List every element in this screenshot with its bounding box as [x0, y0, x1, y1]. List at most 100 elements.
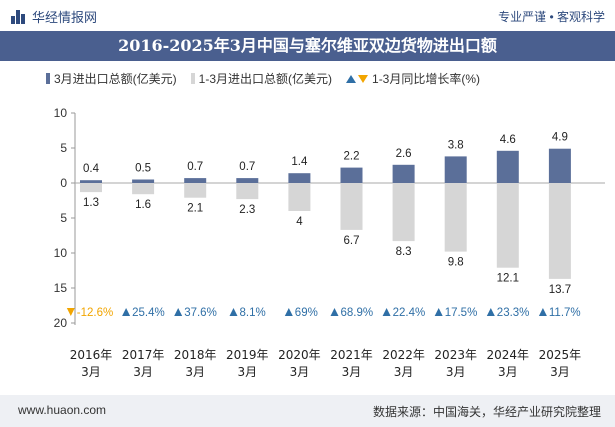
growth-up-marker: [330, 308, 339, 316]
data-label-quarterly: 4: [296, 216, 303, 228]
data-label-monthly: 4.6: [500, 134, 516, 146]
legend-triangle-down-icon: [358, 74, 369, 83]
bar-quarterly: [496, 183, 519, 268]
growth-up-marker: [122, 308, 131, 316]
growth-up-marker: [229, 308, 238, 316]
x-category-label-year: 2020年: [278, 348, 321, 362]
bar-quarterly: [548, 183, 571, 279]
growth-label: 22.4%: [393, 307, 426, 319]
footer-site[interactable]: www.huaon.com: [18, 403, 107, 417]
x-category-label-year: 2022年: [382, 348, 425, 362]
growth-label: -12.6%: [77, 307, 113, 319]
data-label-quarterly: 2.3: [239, 204, 255, 216]
data-label-monthly: 2.2: [344, 151, 360, 163]
x-category-label-month: 3月: [446, 365, 466, 379]
x-category-label-month: 3月: [185, 365, 205, 379]
tagline: 专业严谨 • 客观科学: [498, 10, 605, 24]
x-category-label-month: 3月: [133, 365, 153, 379]
data-label-monthly: 2.6: [396, 148, 412, 160]
growth-up-marker: [284, 308, 293, 316]
data-label-monthly: 4.9: [552, 132, 568, 144]
growth-up-marker: [538, 308, 547, 316]
x-category-label-month: 3月: [394, 365, 414, 379]
x-category-label-month: 3月: [290, 365, 310, 379]
x-category-label-year: 2019年: [226, 348, 269, 362]
growth-label: 37.6%: [184, 307, 217, 319]
x-category-label-month: 3月: [81, 365, 101, 379]
x-category-label-year: 2017年: [122, 348, 165, 362]
bar-monthly: [184, 178, 207, 183]
bar-monthly: [340, 167, 363, 183]
growth-label: 17.5%: [445, 307, 478, 319]
bar-monthly: [392, 164, 415, 183]
x-category-label-year: 2024年: [487, 348, 530, 362]
data-label-quarterly: 2.1: [187, 203, 203, 215]
bar-quarterly: [236, 183, 259, 200]
bar-quarterly: [288, 183, 311, 211]
data-label-monthly: 0.5: [135, 163, 151, 175]
brand[interactable]: 华经情报网: [10, 7, 97, 26]
x-category-label-year: 2021年: [330, 348, 373, 362]
data-label-quarterly: 6.7: [344, 235, 360, 247]
data-label-monthly: 0.4: [83, 163, 100, 175]
bar-quarterly: [80, 183, 102, 193]
data-label-quarterly: 1.3: [83, 197, 99, 209]
chart-plot: 10 5 0 5 10 15 20 0.4 1.3 -12.6% 2016年 3月 0.5 1.6 25.4…: [54, 106, 605, 379]
bar-monthly: [444, 156, 467, 183]
bar-quarterly: [184, 183, 207, 198]
legend-label-growth: 1-3月同比增长率(%): [372, 72, 481, 86]
y-tick-label: 20: [54, 316, 68, 330]
growth-label: 68.9%: [341, 307, 374, 319]
growth-up-marker: [486, 308, 495, 316]
data-label-monthly: 3.8: [448, 139, 464, 151]
growth-up-marker: [174, 308, 183, 316]
growth-label: 8.1%: [240, 307, 266, 319]
growth-label: 11.7%: [549, 307, 581, 319]
x-category-label-month: 3月: [237, 365, 257, 379]
growth-up-marker: [382, 308, 391, 316]
y-tick-label: 10: [54, 106, 68, 120]
growth-label: 23.3%: [497, 307, 530, 319]
legend-item-monthly: 3月进出口总额(亿美元): [46, 70, 177, 87]
y-tick-label: 0: [60, 176, 67, 190]
bar-monthly: [548, 148, 571, 183]
x-category-label-month: 3月: [498, 365, 518, 379]
x-category-label-year: 2023年: [434, 348, 477, 362]
data-label-quarterly: 12.1: [497, 273, 519, 285]
bar-monthly: [288, 173, 311, 183]
legend-swatch-monthly: [46, 73, 50, 84]
legend-item-growth: 1-3月同比增长率(%): [346, 70, 480, 87]
bar-monthly: [80, 180, 102, 183]
data-label-quarterly: 8.3: [396, 246, 412, 258]
footer-source: 数据来源：中国海关，华经产业研究院整理: [372, 405, 601, 419]
legend-label-monthly: 3月进出口总额(亿美元): [54, 72, 177, 86]
bar-quarterly: [340, 183, 363, 230]
bar-monthly: [236, 178, 259, 183]
footer: www.huaon.com 数据来源：中国海关，华经产业研究院整理: [0, 395, 615, 427]
growth-down-marker: [66, 308, 75, 316]
chart-title: 2016-2025年3月中国与塞尔维亚双边货物进出口额: [0, 31, 615, 61]
legend: 3月进出口总额(亿美元) 1-3月进出口总额(亿美元) 1-3月同比增长率(%): [46, 70, 494, 87]
growth-label: 25.4%: [132, 307, 165, 319]
data-label-quarterly: 9.8: [448, 257, 464, 269]
bar-monthly: [132, 179, 155, 183]
x-category-label-year: 2025年: [539, 348, 582, 362]
y-tick-label: 5: [60, 211, 67, 225]
bar-quarterly: [444, 183, 467, 252]
brand-logo-icon: [10, 9, 26, 25]
growth-label: 69%: [295, 307, 318, 319]
x-category-label-year: 2016年: [70, 348, 113, 362]
bar-monthly: [496, 150, 519, 183]
top-bar: 华经情报网 专业严谨 • 客观科学: [0, 0, 615, 30]
data-label-monthly: 1.4: [291, 156, 308, 168]
x-category-label-month: 3月: [342, 365, 362, 379]
data-label-quarterly: 1.6: [135, 199, 151, 211]
legend-label-quarterly: 1-3月进出口总额(亿美元): [198, 72, 333, 86]
bar-quarterly: [132, 183, 155, 195]
legend-swatch-quarterly: [190, 73, 195, 84]
bar-quarterly: [392, 183, 415, 242]
legend-triangle-up-icon: [346, 74, 357, 83]
growth-up-marker: [434, 308, 443, 316]
brand-name: 华经情报网: [32, 10, 98, 25]
y-tick-label: 5: [60, 141, 67, 155]
